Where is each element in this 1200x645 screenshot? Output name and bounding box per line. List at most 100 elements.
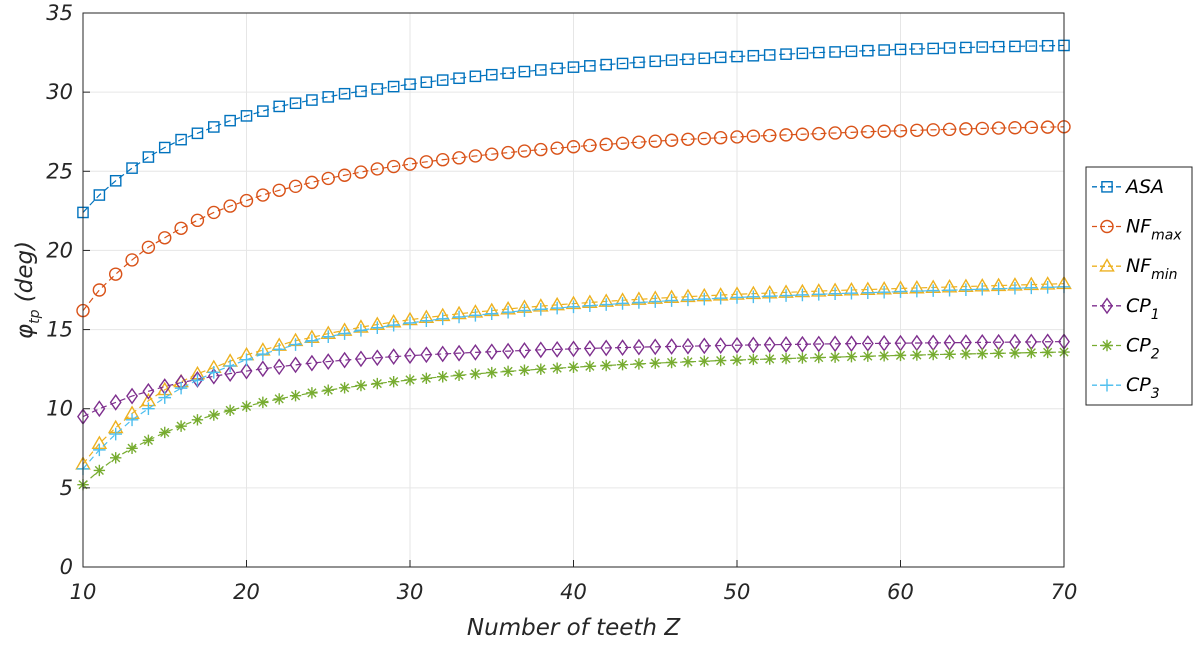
data-point	[501, 305, 515, 319]
data-point	[92, 283, 107, 297]
data-point	[240, 353, 253, 366]
series-line	[82, 126, 1065, 311]
data-point	[404, 347, 416, 365]
data-point	[272, 343, 286, 356]
data-point	[256, 188, 270, 202]
legend-label: NFmin	[1126, 255, 1178, 283]
data-point	[256, 360, 269, 378]
data-point	[698, 52, 711, 65]
data-point	[796, 47, 809, 60]
data-point	[632, 135, 646, 149]
data-point	[649, 55, 662, 68]
data-point	[829, 46, 841, 58]
data-point	[158, 231, 172, 245]
data-point	[942, 122, 957, 137]
legend-label-sub: 3	[1151, 386, 1160, 402]
data-point	[796, 335, 809, 353]
data-point	[714, 291, 727, 305]
data-point	[828, 287, 842, 300]
data-point	[975, 282, 989, 296]
data-point	[453, 369, 465, 382]
data-point	[633, 358, 645, 370]
y-tick-label: 30	[46, 80, 73, 104]
data-point	[240, 362, 253, 380]
data-point	[518, 304, 531, 317]
data-point	[191, 127, 204, 140]
data-point	[600, 359, 612, 372]
data-point	[436, 153, 450, 167]
data-point	[1041, 346, 1054, 359]
data-point	[485, 307, 499, 321]
data-point	[894, 285, 907, 298]
series-asa	[77, 39, 1070, 219]
data-point	[681, 337, 694, 355]
data-point	[763, 289, 776, 303]
data-point	[960, 348, 972, 360]
data-point	[535, 363, 547, 375]
data-point	[289, 356, 302, 374]
data-point	[306, 94, 318, 106]
data-point	[550, 141, 564, 155]
data-point	[813, 351, 825, 364]
legend-box	[1085, 166, 1193, 406]
data-point	[305, 354, 318, 372]
data-point	[322, 353, 335, 370]
data-point	[371, 321, 384, 334]
data-point	[796, 288, 809, 302]
data-point	[567, 300, 580, 314]
data-point	[698, 292, 711, 306]
data-point	[436, 345, 449, 363]
data-point	[109, 427, 122, 441]
legend-marker	[1101, 181, 1113, 193]
data-point	[551, 362, 563, 374]
data-point	[419, 155, 434, 169]
data-point	[600, 58, 612, 71]
data-point	[551, 62, 563, 75]
data-point	[599, 137, 613, 152]
data-point	[534, 142, 548, 157]
data-point	[878, 350, 890, 362]
legend-label-sub: 1	[1151, 307, 1160, 323]
data-point	[175, 420, 187, 432]
data-point	[501, 145, 515, 160]
data-point	[224, 365, 237, 382]
legend-entry: ASA	[1092, 176, 1164, 198]
x-tick-label: 20	[233, 580, 260, 604]
data-point	[747, 49, 760, 62]
data-point	[223, 199, 237, 213]
x-tick-label: 30	[397, 580, 424, 604]
data-point	[453, 344, 466, 362]
data-point	[517, 144, 532, 158]
data-point	[190, 213, 205, 228]
series-layer	[75, 39, 1072, 491]
data-point	[763, 128, 777, 143]
data-point	[911, 349, 923, 361]
y-axis-title: φtp (deg)	[12, 241, 43, 339]
legend-label: CP3	[1126, 374, 1160, 402]
data-point	[207, 366, 221, 379]
data-point	[747, 353, 760, 366]
data-point	[731, 354, 743, 366]
data-point	[1025, 40, 1038, 52]
data-point	[403, 316, 417, 330]
data-point	[436, 74, 449, 86]
data-point	[878, 44, 890, 56]
x-tick-label: 50	[724, 580, 751, 604]
data-point	[795, 127, 810, 141]
data-point	[403, 157, 417, 171]
data-point	[207, 205, 221, 220]
data-point	[862, 44, 874, 57]
data-point	[452, 151, 466, 165]
data-point	[518, 364, 531, 376]
data-point	[649, 338, 662, 356]
data-point	[1041, 281, 1054, 294]
data-point	[224, 404, 236, 416]
data-point	[354, 350, 367, 368]
data-point	[305, 175, 319, 190]
data-point	[108, 267, 123, 281]
legend-label: CP1	[1126, 295, 1160, 323]
data-point	[681, 293, 695, 307]
data-point	[126, 387, 139, 405]
data-point	[926, 123, 940, 137]
